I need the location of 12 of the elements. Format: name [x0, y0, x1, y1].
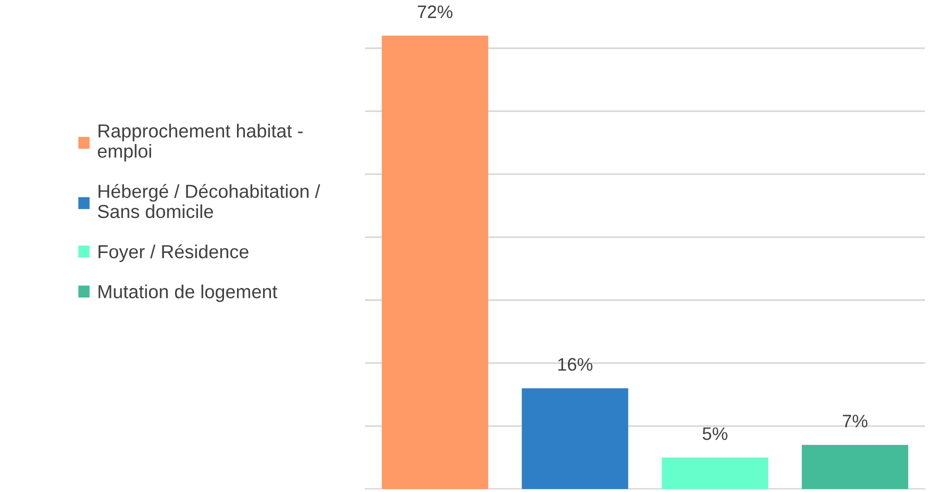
- bar: [382, 36, 488, 489]
- legend-label: Hébergé / Décohabitation / Sans domicile: [98, 184, 320, 218]
- bar: [522, 388, 628, 489]
- data-label: 72%: [418, 5, 452, 18]
- bar: [802, 444, 908, 489]
- legend-label: Mutation de logement: [98, 284, 278, 302]
- legend-label: Rapprochement habitat - emploi: [98, 124, 303, 162]
- bar: [662, 458, 768, 489]
- data-label: 7%: [842, 414, 868, 428]
- legend-label: Foyer / Résidence: [98, 244, 248, 262]
- data-label: 16%: [558, 358, 592, 371]
- data-label: 5%: [702, 427, 728, 440]
